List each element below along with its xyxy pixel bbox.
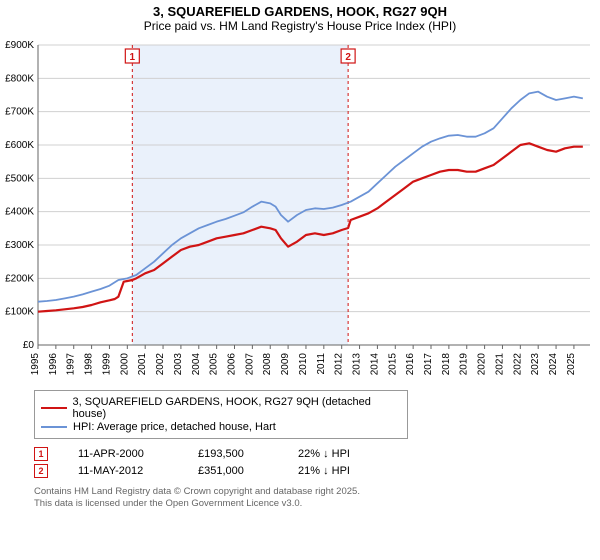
title-line2: Price paid vs. HM Land Registry's House … bbox=[0, 19, 600, 33]
sales-table: 1 11-APR-2000 £193,500 22% ↓ HPI 2 11-MA… bbox=[34, 447, 600, 478]
svg-text:2021: 2021 bbox=[494, 353, 505, 376]
sale-price: £193,500 bbox=[198, 448, 268, 460]
footer-line1: Contains HM Land Registry data © Crown c… bbox=[34, 486, 600, 498]
footer-line2: This data is licensed under the Open Gov… bbox=[34, 498, 600, 510]
svg-text:£0: £0 bbox=[23, 340, 35, 351]
svg-text:2020: 2020 bbox=[477, 353, 488, 376]
sale-price: £351,000 bbox=[198, 465, 268, 477]
svg-text:£600K: £600K bbox=[5, 140, 34, 151]
legend-swatch bbox=[41, 407, 67, 409]
svg-text:2014: 2014 bbox=[369, 353, 380, 376]
svg-text:1997: 1997 bbox=[66, 353, 77, 376]
legend-item: 3, SQUAREFIELD GARDENS, HOOK, RG27 9QH (… bbox=[41, 396, 401, 420]
svg-text:2: 2 bbox=[345, 52, 351, 63]
svg-text:2018: 2018 bbox=[441, 353, 452, 376]
svg-text:£800K: £800K bbox=[5, 73, 34, 84]
chart-svg: £0 £100K £200K £300K £400K £500K £600K £700K £80… bbox=[4, 39, 594, 379]
footer: Contains HM Land Registry data © Crown c… bbox=[34, 486, 600, 511]
chart-container: £0 £100K £200K £300K £400K £500K £600K £700K £80… bbox=[4, 39, 600, 384]
svg-text:1: 1 bbox=[130, 52, 136, 63]
chart-title-block: 3, SQUAREFIELD GARDENS, HOOK, RG27 9QH P… bbox=[0, 0, 600, 33]
svg-text:2001: 2001 bbox=[137, 353, 148, 376]
svg-text:2011: 2011 bbox=[316, 353, 327, 375]
legend-swatch bbox=[41, 426, 67, 428]
svg-text:2008: 2008 bbox=[262, 353, 273, 376]
svg-text:2007: 2007 bbox=[244, 353, 255, 376]
svg-text:£400K: £400K bbox=[5, 207, 34, 218]
svg-text:£100K: £100K bbox=[5, 307, 34, 318]
title-line1: 3, SQUAREFIELD GARDENS, HOOK, RG27 9QH bbox=[0, 4, 600, 19]
svg-text:2013: 2013 bbox=[352, 353, 363, 376]
legend-item: HPI: Average price, detached house, Hart bbox=[41, 421, 401, 433]
svg-text:£900K: £900K bbox=[5, 40, 34, 51]
sale-marker: 1 bbox=[34, 447, 48, 461]
svg-text:2023: 2023 bbox=[530, 353, 541, 376]
svg-text:£200K: £200K bbox=[5, 273, 34, 284]
svg-text:£500K: £500K bbox=[5, 173, 34, 184]
svg-text:2015: 2015 bbox=[387, 353, 398, 376]
svg-text:2002: 2002 bbox=[155, 353, 166, 376]
svg-text:2012: 2012 bbox=[334, 353, 345, 376]
svg-text:1996: 1996 bbox=[48, 353, 59, 376]
svg-text:2022: 2022 bbox=[512, 353, 523, 376]
svg-text:2003: 2003 bbox=[173, 353, 184, 376]
sale-row: 1 11-APR-2000 £193,500 22% ↓ HPI bbox=[34, 447, 600, 461]
svg-text:1999: 1999 bbox=[101, 353, 112, 376]
legend-label: 3, SQUAREFIELD GARDENS, HOOK, RG27 9QH (… bbox=[73, 396, 402, 420]
svg-text:2010: 2010 bbox=[298, 353, 309, 376]
svg-text:2024: 2024 bbox=[548, 353, 559, 376]
svg-text:1998: 1998 bbox=[84, 353, 95, 376]
sale-delta: 21% ↓ HPI bbox=[298, 465, 350, 477]
svg-text:2006: 2006 bbox=[227, 353, 238, 376]
legend-label: HPI: Average price, detached house, Hart bbox=[73, 421, 276, 433]
svg-text:£700K: £700K bbox=[5, 107, 34, 118]
legend-box: 3, SQUAREFIELD GARDENS, HOOK, RG27 9QH (… bbox=[34, 390, 408, 439]
svg-text:2009: 2009 bbox=[280, 353, 291, 376]
svg-text:2017: 2017 bbox=[423, 353, 434, 376]
svg-text:2025: 2025 bbox=[566, 353, 577, 376]
sale-date: 11-APR-2000 bbox=[78, 448, 168, 460]
svg-text:2016: 2016 bbox=[405, 353, 416, 376]
sale-delta: 22% ↓ HPI bbox=[298, 448, 350, 460]
svg-text:2019: 2019 bbox=[459, 353, 470, 376]
svg-text:2004: 2004 bbox=[191, 353, 202, 376]
sale-marker: 2 bbox=[34, 464, 48, 478]
svg-text:1995: 1995 bbox=[30, 353, 41, 376]
sale-row: 2 11-MAY-2012 £351,000 21% ↓ HPI bbox=[34, 464, 600, 478]
svg-text:£300K: £300K bbox=[5, 240, 34, 251]
sale-date: 11-MAY-2012 bbox=[78, 465, 168, 477]
svg-text:2005: 2005 bbox=[209, 353, 220, 376]
svg-text:2000: 2000 bbox=[119, 353, 130, 376]
